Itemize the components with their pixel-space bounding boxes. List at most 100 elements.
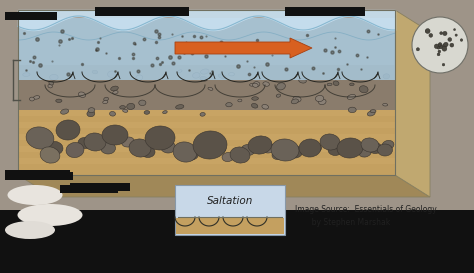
Circle shape (443, 31, 447, 35)
Ellipse shape (200, 76, 208, 81)
Ellipse shape (348, 107, 356, 113)
Ellipse shape (349, 143, 361, 152)
Ellipse shape (66, 143, 84, 158)
Ellipse shape (241, 144, 255, 156)
Ellipse shape (383, 103, 388, 106)
Ellipse shape (276, 94, 281, 97)
Ellipse shape (144, 111, 150, 114)
Circle shape (443, 44, 447, 48)
Ellipse shape (309, 143, 321, 153)
Ellipse shape (193, 131, 227, 159)
Ellipse shape (377, 144, 392, 156)
Ellipse shape (111, 86, 118, 91)
Bar (18, 122, 395, 128)
Ellipse shape (102, 125, 128, 145)
Bar (5, 12, 57, 20)
Circle shape (460, 39, 463, 41)
Ellipse shape (113, 91, 118, 94)
Ellipse shape (145, 126, 175, 150)
Ellipse shape (250, 84, 254, 86)
Ellipse shape (201, 69, 209, 74)
Circle shape (437, 53, 440, 56)
Ellipse shape (368, 143, 382, 153)
Ellipse shape (299, 78, 306, 83)
Bar (176, 218, 284, 234)
Ellipse shape (26, 127, 54, 149)
Ellipse shape (141, 147, 155, 158)
Ellipse shape (103, 100, 108, 104)
Ellipse shape (163, 111, 167, 114)
Polygon shape (18, 175, 430, 197)
Ellipse shape (319, 99, 326, 105)
Bar (18, 110, 395, 175)
Ellipse shape (226, 103, 232, 107)
Ellipse shape (358, 147, 372, 157)
Ellipse shape (350, 83, 354, 86)
Ellipse shape (251, 103, 258, 108)
Circle shape (412, 17, 468, 73)
Ellipse shape (33, 96, 40, 99)
Bar (18, 134, 395, 140)
Ellipse shape (315, 95, 324, 102)
Ellipse shape (161, 141, 175, 153)
Ellipse shape (382, 140, 394, 150)
Ellipse shape (370, 110, 376, 113)
Bar (5, 12, 55, 20)
Bar (175, 185, 285, 235)
Ellipse shape (328, 144, 342, 156)
Ellipse shape (50, 74, 58, 80)
Circle shape (437, 47, 440, 49)
Circle shape (442, 63, 445, 66)
Ellipse shape (40, 147, 60, 163)
Text: Saltation: Saltation (207, 196, 253, 206)
Circle shape (444, 42, 448, 47)
Circle shape (434, 44, 439, 49)
Ellipse shape (92, 70, 98, 74)
Ellipse shape (186, 150, 199, 160)
Circle shape (429, 34, 433, 37)
Ellipse shape (228, 73, 235, 76)
Circle shape (438, 43, 442, 46)
FancyArrow shape (175, 38, 312, 58)
Ellipse shape (192, 73, 200, 78)
Ellipse shape (139, 100, 146, 106)
Ellipse shape (271, 139, 299, 161)
Ellipse shape (78, 92, 86, 97)
Ellipse shape (18, 204, 82, 226)
Ellipse shape (222, 152, 234, 162)
Ellipse shape (248, 136, 272, 154)
Ellipse shape (253, 83, 258, 87)
Ellipse shape (5, 221, 55, 239)
Ellipse shape (238, 99, 242, 102)
Ellipse shape (208, 87, 213, 90)
Circle shape (455, 34, 457, 36)
Bar (18, 10, 395, 175)
Ellipse shape (299, 139, 321, 157)
Ellipse shape (320, 134, 340, 150)
Ellipse shape (383, 74, 390, 79)
Bar (70, 183, 130, 191)
Bar (0, 210, 474, 273)
Ellipse shape (337, 138, 363, 158)
Ellipse shape (291, 99, 299, 104)
Circle shape (425, 29, 430, 33)
Ellipse shape (347, 94, 356, 99)
Ellipse shape (121, 137, 135, 147)
Circle shape (438, 44, 443, 49)
Ellipse shape (262, 143, 274, 153)
Ellipse shape (176, 105, 184, 109)
Circle shape (442, 46, 447, 51)
Bar (285, 7, 365, 16)
Ellipse shape (230, 147, 250, 163)
Ellipse shape (327, 83, 332, 86)
Ellipse shape (333, 81, 339, 85)
Ellipse shape (367, 111, 375, 116)
Circle shape (450, 43, 454, 47)
Ellipse shape (123, 109, 128, 112)
Ellipse shape (78, 138, 92, 149)
Bar (5, 170, 70, 178)
Ellipse shape (48, 84, 53, 88)
Ellipse shape (178, 70, 182, 72)
Circle shape (440, 32, 443, 35)
Ellipse shape (210, 141, 226, 155)
